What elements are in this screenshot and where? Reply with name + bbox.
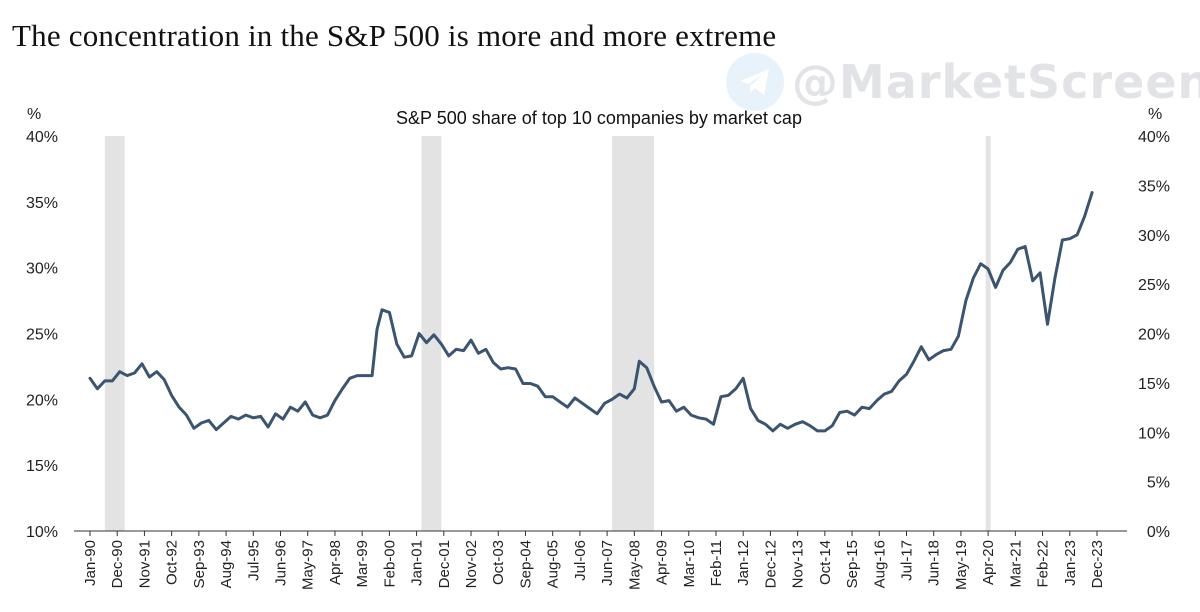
right-tick-label: 25% <box>1138 277 1170 294</box>
x-tick-label: Jan-12 <box>735 540 752 586</box>
x-tick-label: May-19 <box>953 540 970 590</box>
left-axis-ticks: 10% 15% 20% 25% 30% 35% 40% <box>26 129 58 541</box>
recession-band-1 <box>104 136 125 531</box>
left-tick-label: 20% <box>26 392 58 409</box>
x-tick-label: Oct-14 <box>817 540 834 585</box>
right-axis-ticks: 0% 5% 10% 15% 20% 25% 30% 35% 40% <box>1138 129 1170 541</box>
x-tick-label: Jan-90 <box>82 540 99 586</box>
right-tick-label: 10% <box>1138 425 1170 442</box>
x-tick-label: Apr-98 <box>327 540 344 585</box>
right-tick-label: 20% <box>1138 327 1170 344</box>
x-tick-label: Feb-00 <box>381 540 398 588</box>
recession-bands <box>104 136 991 531</box>
x-tick-label: Jan-01 <box>409 540 426 586</box>
x-tick-label: Feb-22 <box>1035 540 1052 588</box>
x-tick-label: Nov-13 <box>790 540 807 588</box>
x-tick-label: Mar-10 <box>681 540 698 588</box>
right-axis-unit: % <box>1148 106 1162 123</box>
series-line-top10-share <box>88 191 1094 433</box>
x-tick-label: Oct-92 <box>164 540 181 585</box>
right-tick-label: 30% <box>1138 228 1170 245</box>
x-tick-label: Jul-95 <box>245 540 262 581</box>
x-tick-label: Mar-99 <box>354 540 371 588</box>
left-tick-label: 35% <box>26 195 58 212</box>
x-tick-label: May-97 <box>300 540 317 590</box>
x-tick-label: Jun-07 <box>599 540 616 586</box>
x-tick-label: Jun-18 <box>926 540 943 586</box>
x-tick-label: Dec-01 <box>436 540 453 588</box>
watermark-text: @MarketScreen <box>792 55 1200 109</box>
left-tick-label: 25% <box>26 327 58 344</box>
x-tick-label: Jul-06 <box>572 540 589 581</box>
right-tick-label: 35% <box>1138 178 1170 195</box>
right-tick-label: 15% <box>1138 376 1170 393</box>
x-tick-label: Aug-16 <box>871 540 888 588</box>
chart-title: S&P 500 share of top 10 companies by mar… <box>396 108 802 128</box>
x-tick-label: Aug-05 <box>545 540 562 588</box>
x-tick-label: Dec-12 <box>762 540 779 588</box>
x-tick-label: Mar-21 <box>1007 540 1024 588</box>
right-tick-label: 0% <box>1147 524 1170 541</box>
left-axis-unit: % <box>27 106 41 123</box>
x-tick-label: Sep-93 <box>191 540 208 588</box>
left-tick-label: 40% <box>26 129 58 146</box>
left-tick-label: 10% <box>26 524 58 541</box>
left-tick-label: 30% <box>26 261 58 278</box>
x-tick-label: Jun-96 <box>273 540 290 586</box>
x-tick-label: Oct-03 <box>490 540 507 585</box>
x-tick-label: Apr-20 <box>980 540 997 585</box>
x-tick-label: Apr-09 <box>654 540 671 585</box>
recession-band-2 <box>421 136 442 531</box>
x-axis-labels: Jan-90 Dec-90 Nov-91 Oct-92 Sep-93 Aug-94 Jul-… <box>82 540 1106 590</box>
x-tick-label: Feb-11 <box>708 540 725 586</box>
x-tick-label: Aug-94 <box>218 540 235 588</box>
x-tick-label: Dec-90 <box>109 540 126 588</box>
x-tick-label: Sep-15 <box>844 540 861 588</box>
x-tick-label: Nov-02 <box>463 540 480 588</box>
x-tick-label: Dec-23 <box>1089 540 1106 588</box>
recession-band-4 <box>985 136 991 531</box>
telegram-icon <box>726 53 784 111</box>
x-axis-ticks <box>89 531 1098 536</box>
x-tick-label: Jul-17 <box>898 540 915 581</box>
left-tick-label: 15% <box>26 458 58 475</box>
chart-headline: The concentration in the S&P 500 is more… <box>12 18 777 53</box>
watermark: @MarketScreen <box>726 52 1200 112</box>
recession-band-3 <box>612 136 655 531</box>
x-tick-label: May-08 <box>626 540 643 590</box>
x-tick-label: Nov-91 <box>136 540 153 588</box>
right-tick-label: 5% <box>1147 475 1170 492</box>
x-tick-label: Jan-23 <box>1062 540 1079 586</box>
x-tick-label: Sep-04 <box>517 540 534 588</box>
right-tick-label: 40% <box>1138 129 1170 146</box>
